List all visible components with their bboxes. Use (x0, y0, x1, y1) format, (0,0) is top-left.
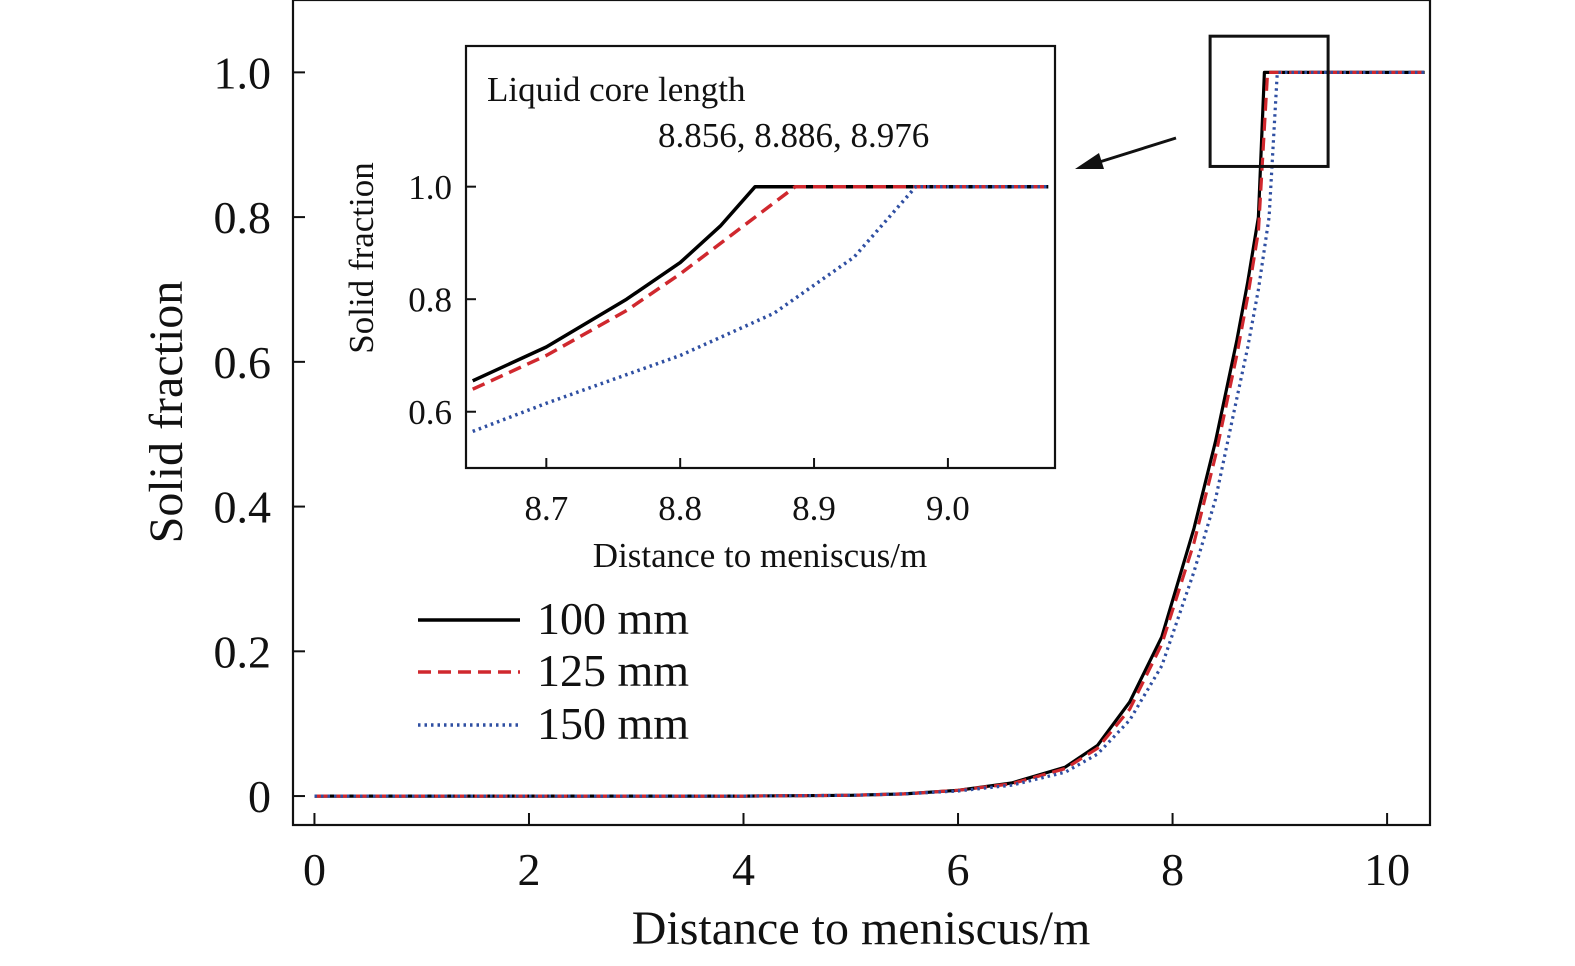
inset-background (466, 46, 1055, 468)
main-x-tick-label: 10 (1364, 844, 1410, 895)
zoom-box (1208, 34, 1330, 168)
main-x-tick-label: 6 (947, 844, 970, 895)
inset-y-axis-label: Solid fraction (342, 162, 381, 354)
inset-annotation-title: Liquid core length (487, 70, 746, 109)
main-y-tick-label: 0.2 (214, 626, 272, 677)
legend-label-100mm: 100 mm (537, 593, 689, 644)
main-y-tick-label: 0.4 (214, 482, 272, 533)
inset-y-tick-label: 1.0 (408, 168, 452, 207)
main-x-tick-label: 8 (1161, 844, 1184, 895)
inset-x-tick-label: 8.9 (792, 489, 836, 528)
main-series-line-125mm (314, 70, 1425, 798)
main-x-tick-label: 0 (303, 844, 326, 895)
inset-plot: 8.7 8.8 8.9 9.0 0.6 0.8 1.0 Liquid core lengt… (342, 44, 1057, 575)
legend-label-150mm: 150 mm (537, 698, 689, 749)
legend-label-125mm: 125 mm (537, 645, 689, 696)
main-y-axis-label: Solid fraction (140, 281, 193, 544)
main-x-axis-label: Distance to meniscus/m (632, 902, 1091, 955)
inset-y-tick-label: 0.6 (408, 393, 452, 432)
main-y-tick-label: 0 (248, 771, 271, 822)
main-plot: 0 2 4 6 8 10 0 0.2 0.4 0.6 0.8 1.0 Distance to men… (140, 0, 1432, 955)
inset-series-lines (471, 184, 1049, 434)
inset-series-line-150mm (472, 184, 1049, 434)
main-series-lines (314, 70, 1425, 798)
inset-x-tick-label: 9.0 (926, 489, 970, 528)
main-y-tick-label: 0.8 (214, 192, 272, 243)
main-y-tick-label: 0.6 (214, 337, 272, 388)
inset-plot-frame (464, 44, 1057, 470)
inset-series-line-100mm (471, 184, 1049, 383)
main-x-ticks: 0 2 4 6 8 10 (303, 813, 1410, 895)
main-x-tick-label: 2 (517, 844, 540, 895)
inset-x-tick-label: 8.7 (524, 489, 568, 528)
inset-pointer-arrowhead (1075, 153, 1104, 169)
inset-x-axis-label: Distance to meniscus/m (593, 536, 927, 575)
inset-pointer-arrow (1092, 136, 1177, 166)
main-y-ticks: 0 0.2 0.4 0.6 0.8 1.0 (214, 47, 305, 822)
main-y-tick-label: 1.0 (214, 47, 272, 98)
main-series-line-150mm (314, 70, 1425, 798)
inset-y-ticks: 0.6 0.8 1.0 (408, 168, 476, 432)
inset-x-tick-label: 8.8 (658, 489, 702, 528)
inset-x-ticks: 8.7 8.8 8.9 9.0 (524, 458, 970, 528)
main-plot-frame (291, 0, 1432, 827)
inset-y-tick-label: 0.8 (408, 280, 452, 319)
legend: 100 mm 125 mm 150 mm (418, 593, 689, 749)
inset-series-line-125mm (471, 184, 1049, 391)
inset-annotation-values: 8.856, 8.886, 8.976 (658, 116, 929, 155)
main-x-tick-label: 4 (732, 844, 755, 895)
